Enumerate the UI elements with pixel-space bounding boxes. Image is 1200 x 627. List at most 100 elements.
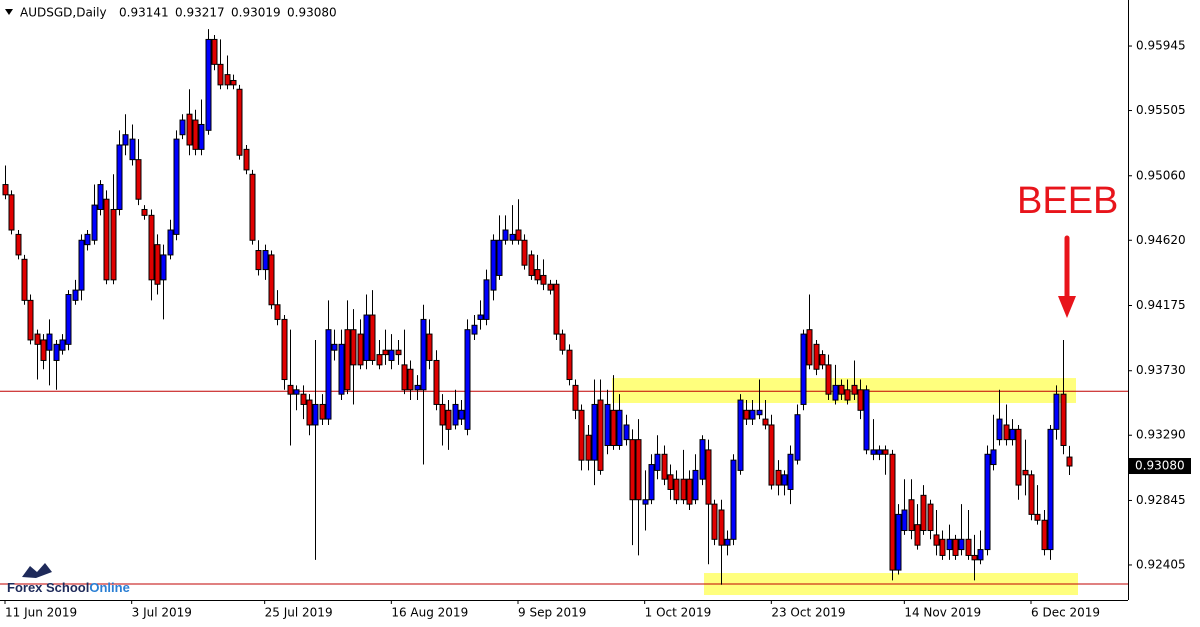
candle-body <box>464 329 471 430</box>
candle-body <box>509 233 516 241</box>
candle-body <box>293 389 300 395</box>
annotation: BEEB <box>1017 180 1118 222</box>
candle-body <box>173 138 180 235</box>
candle-body <box>217 63 224 86</box>
candle-body <box>578 409 585 461</box>
candle-body <box>794 414 801 461</box>
candle-body <box>882 449 889 455</box>
quote-low: 0.93019 <box>231 6 281 20</box>
candle-body <box>648 464 655 501</box>
candle-body <box>1041 519 1048 551</box>
candle-body <box>255 250 262 271</box>
menu-triangle[interactable] <box>5 9 13 15</box>
candle-body <box>946 538 953 551</box>
candle-body <box>483 279 490 320</box>
candle-body <box>553 283 560 335</box>
candle-body <box>724 538 731 546</box>
x-tick-label: 6 Dec 2019 <box>1031 606 1100 620</box>
candle-body <box>889 453 896 571</box>
candle-body <box>369 314 376 361</box>
logo-part: Forex School <box>7 580 89 595</box>
last-price-box <box>1129 458 1191 475</box>
candle-body <box>110 208 117 281</box>
candle-body <box>53 343 60 361</box>
x-tick-label: 23 Oct 2019 <box>771 606 845 620</box>
candle-body <box>984 453 991 551</box>
candle-body <box>1015 428 1022 486</box>
candle-body <box>927 503 934 532</box>
candle-body <box>895 513 902 571</box>
candle-body <box>737 399 744 471</box>
candle-body <box>59 339 66 351</box>
candle-body <box>642 499 649 505</box>
x-tick-label: 25 Jul 2019 <box>265 606 333 620</box>
candle-body <box>40 339 47 361</box>
candle-body <box>395 349 402 356</box>
candle-body <box>699 439 706 480</box>
x-tick-label: 9 Sep 2019 <box>518 606 586 620</box>
candle-body <box>15 233 22 256</box>
last-price-label: 0.93080 <box>1135 459 1185 473</box>
candle-body <box>749 409 756 420</box>
candle-body <box>920 494 927 532</box>
candle-body <box>46 333 53 351</box>
candle-body <box>325 329 332 420</box>
candle-body <box>116 144 123 210</box>
candle-body <box>825 364 832 395</box>
candle-body <box>1009 428 1016 441</box>
candle-body <box>262 250 269 271</box>
candle-body <box>205 38 212 131</box>
candle-body <box>243 148 250 171</box>
x-tick-label: 16 Aug 2019 <box>391 606 468 620</box>
candle-body <box>718 509 725 546</box>
candle-body <box>591 403 598 461</box>
candle-body <box>813 343 820 370</box>
candle-body <box>300 393 307 405</box>
candle-body <box>179 119 186 136</box>
y-tick-label: 0.92405 <box>1136 557 1186 571</box>
candle-body <box>376 354 383 366</box>
candle-body <box>515 229 522 241</box>
candle-body <box>762 418 769 426</box>
candle-body <box>97 184 104 210</box>
candle-body <box>819 354 826 366</box>
candle-body <box>306 399 313 426</box>
candle-body <box>420 318 427 391</box>
candle-body <box>667 474 674 490</box>
candle-body <box>382 349 389 356</box>
candle-body <box>623 424 630 441</box>
candle-body <box>996 418 1003 441</box>
candle-body <box>572 384 579 411</box>
candle-body <box>103 198 110 281</box>
candle-body <box>1028 474 1035 515</box>
quote-open: 0.93141 <box>119 6 169 20</box>
candle-body <box>1003 424 1010 441</box>
candle-body <box>616 409 623 446</box>
candle-body <box>34 333 41 345</box>
y-tick-label: 0.94620 <box>1136 233 1186 247</box>
candle-body <box>287 384 294 395</box>
candle-body <box>680 478 687 501</box>
candle-body <box>388 349 395 361</box>
candle-body <box>426 333 433 361</box>
candle-body <box>635 439 642 501</box>
candle-body <box>439 403 446 426</box>
candle-body <box>1034 513 1041 521</box>
x-tick-label: 1 Oct 2019 <box>645 606 712 620</box>
candle-body <box>122 134 129 146</box>
chart-title: AUDSGD,Daily <box>20 6 107 20</box>
candle-body <box>838 384 845 395</box>
candles <box>2 29 1073 585</box>
levels <box>0 390 1128 585</box>
candle-body <box>870 449 877 455</box>
candle-body <box>781 474 788 486</box>
candle-body <box>908 499 915 532</box>
candle-body <box>338 343 345 395</box>
candle-body <box>597 399 604 471</box>
candle-body <box>274 304 281 320</box>
candle-body <box>224 74 231 86</box>
candle-body <box>686 478 693 505</box>
candle-body <box>863 389 870 451</box>
candle-body <box>141 208 148 216</box>
